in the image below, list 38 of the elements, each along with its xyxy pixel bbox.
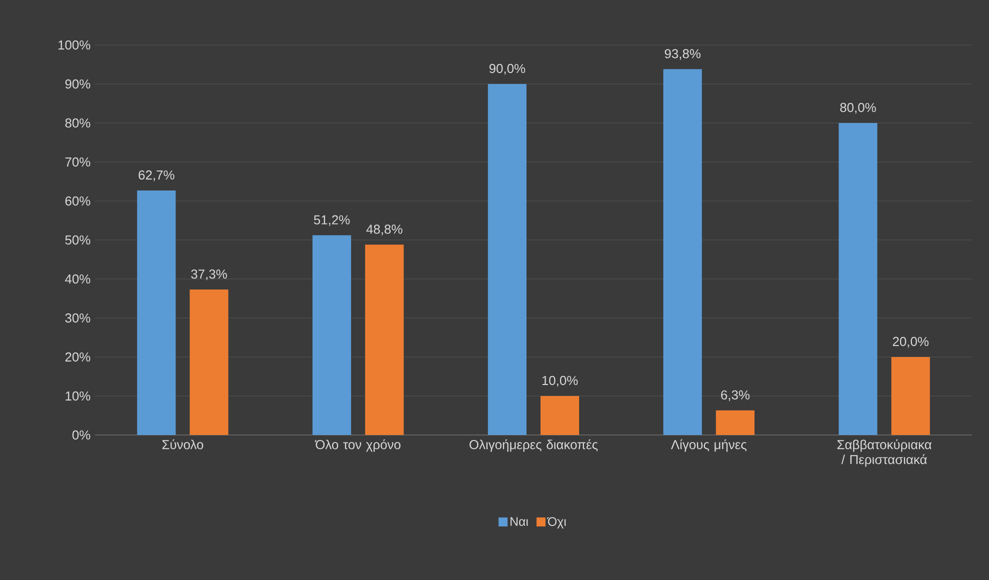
data-label: 51,2% [314,215,350,226]
data-label: 62,7% [138,170,174,182]
y-tick-label: 60% [65,196,90,206]
bar [716,410,755,435]
y-tick-label: 80% [65,118,90,128]
x-tick-label: Ολιγοήμερες διακοπές [470,439,598,452]
x-tick-label: Σύνολο [162,439,204,450]
data-label: 93,8% [664,49,701,60]
data-label: 90,0% [489,64,526,75]
y-tick-label: 20% [65,352,90,362]
bar [540,396,580,435]
y-tick-label: 30% [65,313,90,323]
bar [365,244,404,435]
data-label: 20,0% [892,336,929,348]
bar [488,84,526,435]
y-tick-label: 40% [65,274,90,284]
legend-label: Ναι [510,517,528,526]
data-label: 10,0% [542,376,578,387]
x-tick-label: Λίγους μήνες [670,439,747,452]
data-label: 37,3% [191,269,227,280]
bar [312,235,352,435]
y-tick-label: 70% [65,157,90,167]
bar [891,356,930,435]
y-tick-label: 0% [72,430,90,440]
y-tick-label: 100% [58,40,90,50]
bar [190,290,228,435]
data-label: 80,0% [840,102,876,114]
bar [137,190,176,435]
data-label: 6,3% [721,390,750,402]
y-tick-label: 50% [65,235,90,245]
y-tick-label: 90% [65,79,90,89]
x-tick-label: Σαββατοκύριακα / Περιστασιακά [837,439,932,467]
data-label: 48,8% [366,224,402,236]
bar [838,122,878,435]
x-tick-label: Όλο τον χρόνο [314,439,400,452]
legend-label: Όχι [547,517,566,528]
bar [663,69,702,435]
y-tick-label: 10% [66,391,90,401]
